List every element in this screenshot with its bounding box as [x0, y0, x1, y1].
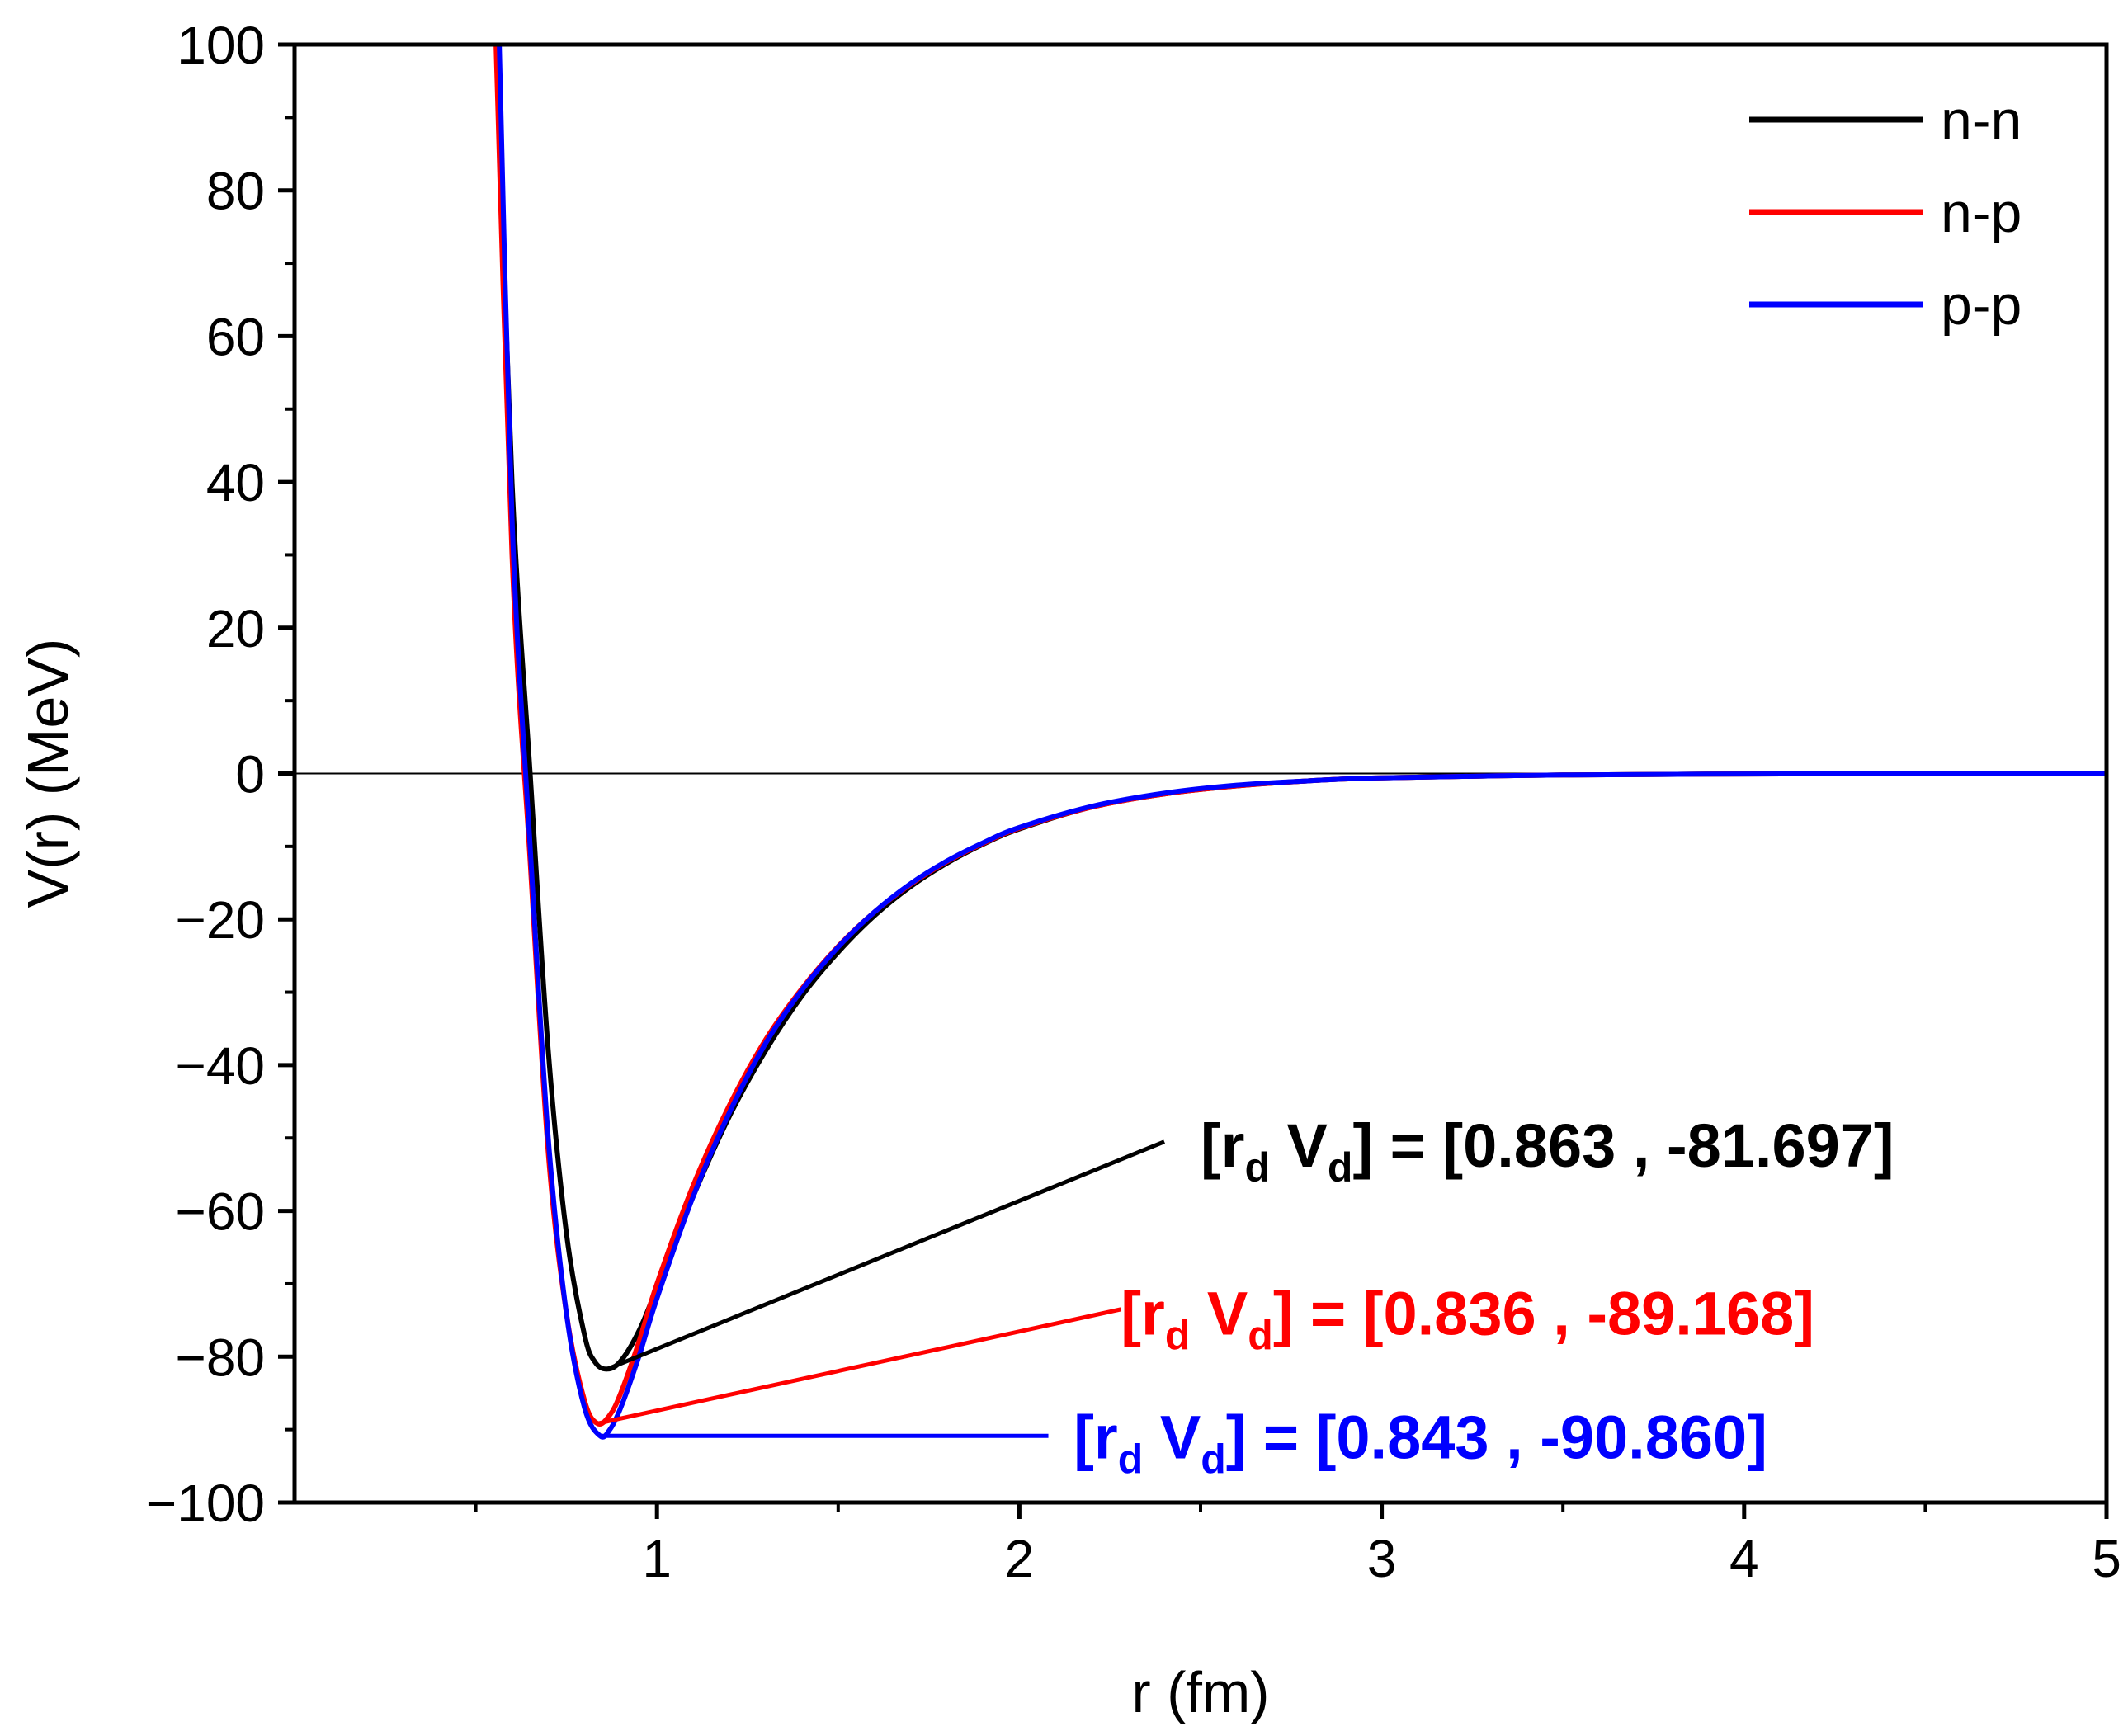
- x-tick-label: 1: [642, 1529, 672, 1588]
- axes-layer: 100 80 60 40 20 0 −20 −40 −60 −80 −100 1 2 3 4 5: [146, 16, 2121, 1588]
- legend-layer: n-n n-p p-p: [1749, 89, 2022, 337]
- x-axis-title: r (fm): [1131, 1660, 1269, 1724]
- y-tick-label: 60: [206, 307, 265, 366]
- y-tick-label: 40: [206, 453, 265, 512]
- annotation-label-n-p: [rd Vd] = [0.836 , -89.168]: [1121, 1279, 1814, 1358]
- x-tick-label: 5: [2092, 1529, 2121, 1588]
- x-tick-label: 4: [1729, 1529, 1759, 1588]
- legend-label-n-n: n-n: [1941, 89, 2022, 152]
- y-tick-label: 0: [235, 745, 265, 804]
- annotation-label-p-p: [rd Vd] = [0.843 , -90.860]: [1073, 1403, 1767, 1482]
- series-line-p-p: [497, 45, 2107, 1440]
- legend-label-p-p: p-p: [1941, 274, 2022, 337]
- y-tick-label: 100: [177, 16, 265, 75]
- y-tick-label: −60: [175, 1182, 265, 1242]
- y-tick-label: −40: [175, 1036, 265, 1096]
- annotation-layer: [rd Vd] = [0.863 , -81.697] [rd Vd] = [0.…: [597, 1111, 1894, 1482]
- y-axis-title: V(r) (MeV): [16, 639, 80, 908]
- series-layer: [493, 45, 2107, 1440]
- y-tick-label: −80: [175, 1328, 265, 1387]
- x-tick-label: 3: [1367, 1529, 1397, 1588]
- x-tick-label: 2: [1005, 1529, 1035, 1588]
- annotation-leader-n-p: [597, 1307, 1121, 1426]
- annotation-leader-n-n: [606, 1139, 1166, 1371]
- y-tick-label: −100: [146, 1474, 265, 1533]
- legend-label-n-p: n-p: [1941, 182, 2022, 244]
- annotation-label-n-n: [rd Vd] = [0.863 , -81.697]: [1201, 1111, 1894, 1191]
- y-tick-label: 80: [206, 162, 265, 221]
- y-tick-label: −20: [175, 890, 265, 950]
- y-tick-label: 20: [206, 599, 265, 658]
